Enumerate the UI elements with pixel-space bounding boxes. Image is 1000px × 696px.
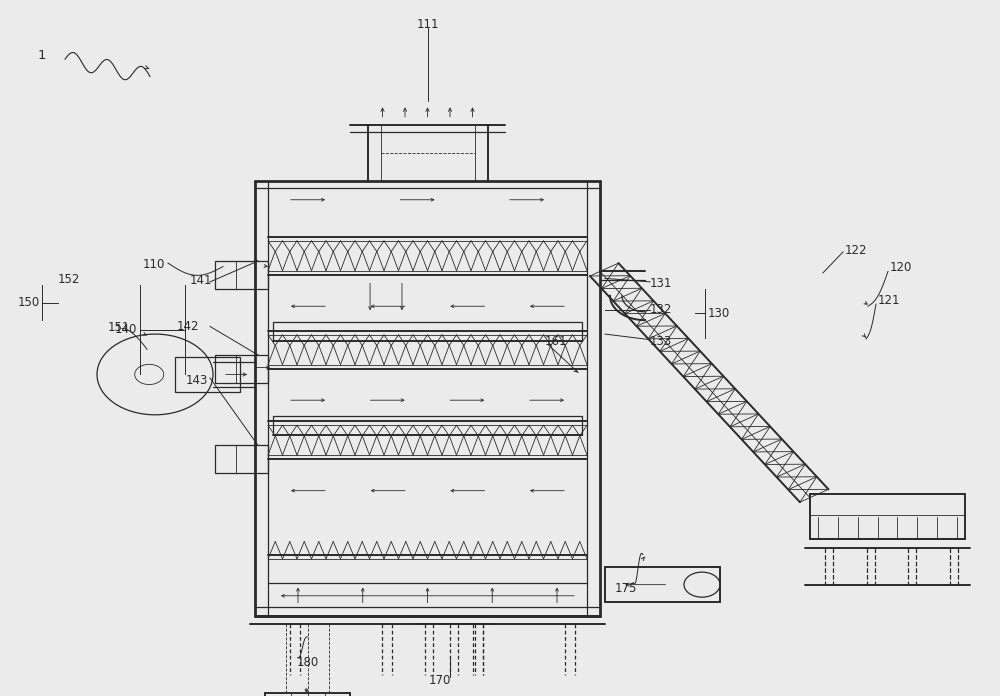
Text: 151: 151 bbox=[108, 321, 130, 333]
Text: 140: 140 bbox=[115, 324, 137, 336]
Text: 170: 170 bbox=[429, 674, 451, 687]
Bar bbox=[810, 494, 965, 539]
Text: 121: 121 bbox=[878, 294, 900, 307]
Text: 130: 130 bbox=[708, 307, 730, 319]
Bar bbox=[215, 445, 268, 473]
Text: 132: 132 bbox=[650, 303, 672, 316]
Text: 150: 150 bbox=[18, 296, 40, 309]
Text: 133: 133 bbox=[650, 335, 672, 347]
Text: 143: 143 bbox=[186, 374, 208, 386]
Text: 120: 120 bbox=[890, 262, 912, 274]
Bar bbox=[265, 693, 350, 696]
Text: 122: 122 bbox=[845, 244, 868, 257]
Text: 131: 131 bbox=[650, 277, 672, 290]
Text: 142: 142 bbox=[177, 320, 200, 333]
Text: 161: 161 bbox=[545, 335, 568, 347]
Text: 175: 175 bbox=[615, 582, 637, 594]
Text: 180: 180 bbox=[296, 656, 319, 669]
Text: 152: 152 bbox=[58, 274, 80, 286]
Bar bbox=[605, 567, 720, 602]
Text: 111: 111 bbox=[416, 18, 439, 31]
Bar bbox=[175, 357, 240, 392]
Bar bbox=[215, 355, 268, 383]
Text: 110: 110 bbox=[143, 258, 165, 271]
Text: 1: 1 bbox=[38, 49, 46, 62]
Text: 141: 141 bbox=[190, 274, 212, 287]
Bar bbox=[215, 261, 268, 289]
